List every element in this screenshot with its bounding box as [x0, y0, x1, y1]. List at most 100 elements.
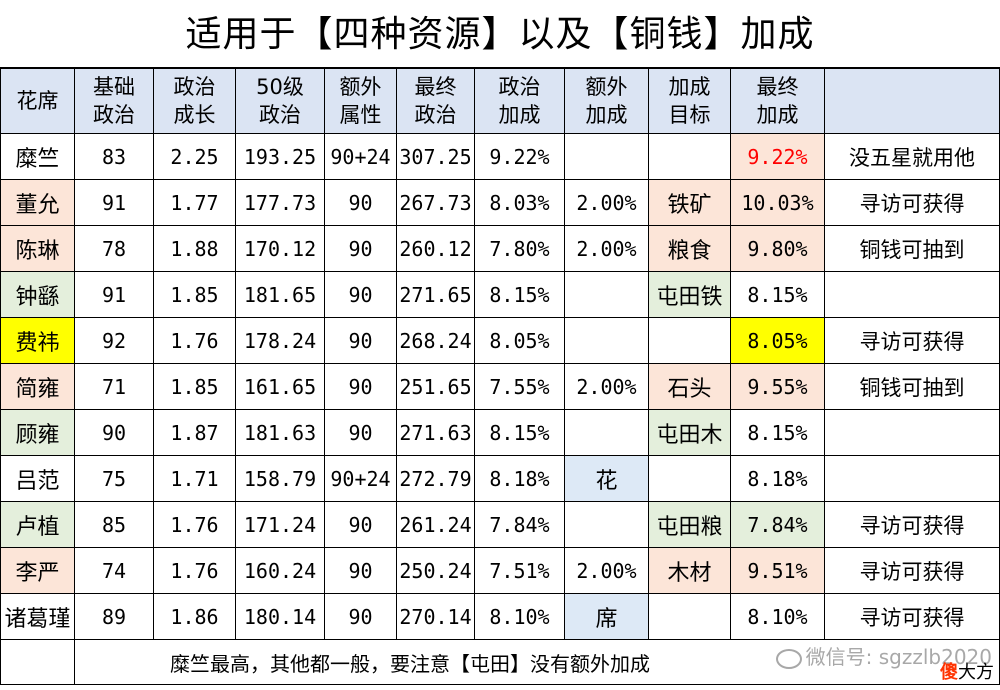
cell-note: 寻访可获得	[824, 593, 1000, 640]
logo-part1: 傻	[940, 662, 958, 683]
cell-name: 费祎	[0, 317, 75, 364]
cell-target: 屯田铁	[648, 271, 731, 318]
col-header-extra-bonus: 额外 加成	[564, 68, 649, 134]
cell-extra-bonus	[564, 317, 649, 364]
cell-bonus: 8.10%	[474, 593, 565, 640]
col-header-final-label: 最终 政治	[414, 75, 457, 127]
cell-lv50: 170.12	[235, 225, 325, 272]
cell-extra-bonus: 2.00%	[564, 547, 649, 594]
cell-extra-bonus	[564, 271, 649, 318]
cell-extra-bonus: 2.00%	[564, 363, 649, 410]
cell-lv50: 171.24	[235, 501, 325, 548]
cell-base: 89	[74, 593, 154, 640]
cell-name: 钟繇	[0, 271, 75, 318]
cell-note	[824, 409, 1000, 456]
table-row: 费祎 92 1.76 178.24 90 268.24 8.05% 8.05% 寻访可获得	[0, 317, 1000, 364]
col-header-lv50-label: 50级 政治	[256, 75, 304, 127]
watermark: 微信号: sgzzlb2020	[775, 641, 992, 670]
cell-note: 寻访可获得	[824, 547, 1000, 594]
cell-base: 74	[74, 547, 154, 594]
cell-growth: 1.76	[153, 317, 236, 364]
cell-note: 铜钱可抽到	[824, 225, 1000, 272]
cell-bonus: 8.15%	[474, 271, 565, 318]
cell-final: 270.14	[396, 593, 475, 640]
table-row: 钟繇 91 1.85 181.65 90 271.65 8.15% 屯田铁 8.15%	[0, 271, 1000, 318]
cell-name: 陈琳	[0, 225, 75, 272]
col-header-base: 基础 政治	[74, 68, 154, 134]
cell-final-bonus: 9.22%	[730, 133, 825, 180]
cell-lv50: 160.24	[235, 547, 325, 594]
col-header-extra-bonus-label: 额外 加成	[585, 75, 628, 127]
cell-lv50: 181.63	[235, 409, 325, 456]
cell-extra: 90	[324, 363, 397, 410]
col-header-final: 最终 政治	[396, 68, 475, 134]
cell-growth: 2.25	[153, 133, 236, 180]
table-row: 简雍 71 1.85 161.65 90 251.65 7.55% 2.00% 石头 9.55% 铜…	[0, 363, 1000, 410]
col-header-note	[824, 68, 1000, 134]
col-header-target: 加成 目标	[648, 68, 731, 134]
col-header-bonus: 政治 加成	[474, 68, 565, 134]
col-header-bonus-label: 政治 加成	[498, 75, 541, 127]
col-header-final-bonus-label: 最终 加成	[756, 75, 799, 127]
cell-bonus: 8.18%	[474, 455, 565, 502]
logo-part2: 大方	[958, 662, 994, 683]
cell-bonus: 7.84%	[474, 501, 565, 548]
footer-note: 糜竺最高，其他都一般，要注意【屯田】没有额外加成	[74, 639, 1000, 685]
cell-final-bonus: 8.15%	[730, 409, 825, 456]
cell-target	[648, 133, 731, 180]
cell-final-bonus: 9.80%	[730, 225, 825, 272]
cell-target	[648, 455, 731, 502]
cell-lv50: 161.65	[235, 363, 325, 410]
cell-base: 91	[74, 179, 154, 226]
cell-extra-bonus	[564, 133, 649, 180]
cell-growth: 1.77	[153, 179, 236, 226]
cell-extra-bonus	[564, 501, 649, 548]
cell-base: 78	[74, 225, 154, 272]
cell-note: 没五星就用他	[824, 133, 1000, 180]
cell-final-bonus: 9.51%	[730, 547, 825, 594]
cell-target: 木材	[648, 547, 731, 594]
cell-base: 85	[74, 501, 154, 548]
wechat-icon	[775, 648, 802, 669]
table-row: 吕范 75 1.71 158.79 90+24 272.79 8.18% 花 8.18%	[0, 455, 1000, 502]
cell-growth: 1.87	[153, 409, 236, 456]
cell-final-bonus: 8.18%	[730, 455, 825, 502]
cell-bonus: 8.05%	[474, 317, 565, 364]
cell-lv50: 158.79	[235, 455, 325, 502]
cell-extra: 90	[324, 409, 397, 456]
cell-note	[824, 455, 1000, 502]
table-row: 李严 74 1.76 160.24 90 250.24 7.51% 2.00% 木材 9.51% 寻…	[0, 547, 1000, 594]
cell-note: 寻访可获得	[824, 317, 1000, 364]
table-row: 糜竺 83 2.25 193.25 90+24 307.25 9.22% 9.22% 没五星就用…	[0, 133, 1000, 180]
header-row: 花席 基础 政治 政治 成长 50级 政治 额外 属性 最终 政治 政治 加成 …	[0, 68, 1000, 134]
cell-final-bonus: 9.55%	[730, 363, 825, 410]
cell-growth: 1.88	[153, 225, 236, 272]
cell-lv50: 193.25	[235, 133, 325, 180]
cell-target: 屯田木	[648, 409, 731, 456]
cell-growth: 1.76	[153, 547, 236, 594]
table-row: 诸葛瑾 89 1.86 180.14 90 270.14 8.10% 席 8.10% 寻访可获得	[0, 593, 1000, 640]
cell-bonus: 8.15%	[474, 409, 565, 456]
cell-base: 90	[74, 409, 154, 456]
table-row: 陈琳 78 1.88 170.12 90 260.12 7.80% 2.00% 粮食 9.80% 铜…	[0, 225, 1000, 272]
cell-base: 71	[74, 363, 154, 410]
cell-note: 寻访可获得	[824, 501, 1000, 548]
cell-note	[824, 271, 1000, 318]
cell-bonus: 8.03%	[474, 179, 565, 226]
cell-bonus: 9.22%	[474, 133, 565, 180]
cell-base: 75	[74, 455, 154, 502]
cell-extra-bonus: 花	[564, 455, 649, 502]
cell-note: 寻访可获得	[824, 179, 1000, 226]
cell-extra: 90	[324, 501, 397, 548]
cell-bonus: 7.55%	[474, 363, 565, 410]
cell-lv50: 181.65	[235, 271, 325, 318]
cell-extra: 90	[324, 547, 397, 594]
cell-target: 石头	[648, 363, 731, 410]
cell-final: 268.24	[396, 317, 475, 364]
col-header-target-label: 加成 目标	[668, 75, 711, 127]
cell-note: 铜钱可抽到	[824, 363, 1000, 410]
cell-final: 271.65	[396, 271, 475, 318]
col-header-final-bonus: 最终 加成	[730, 68, 825, 134]
cell-bonus: 7.80%	[474, 225, 565, 272]
cell-target	[648, 317, 731, 364]
